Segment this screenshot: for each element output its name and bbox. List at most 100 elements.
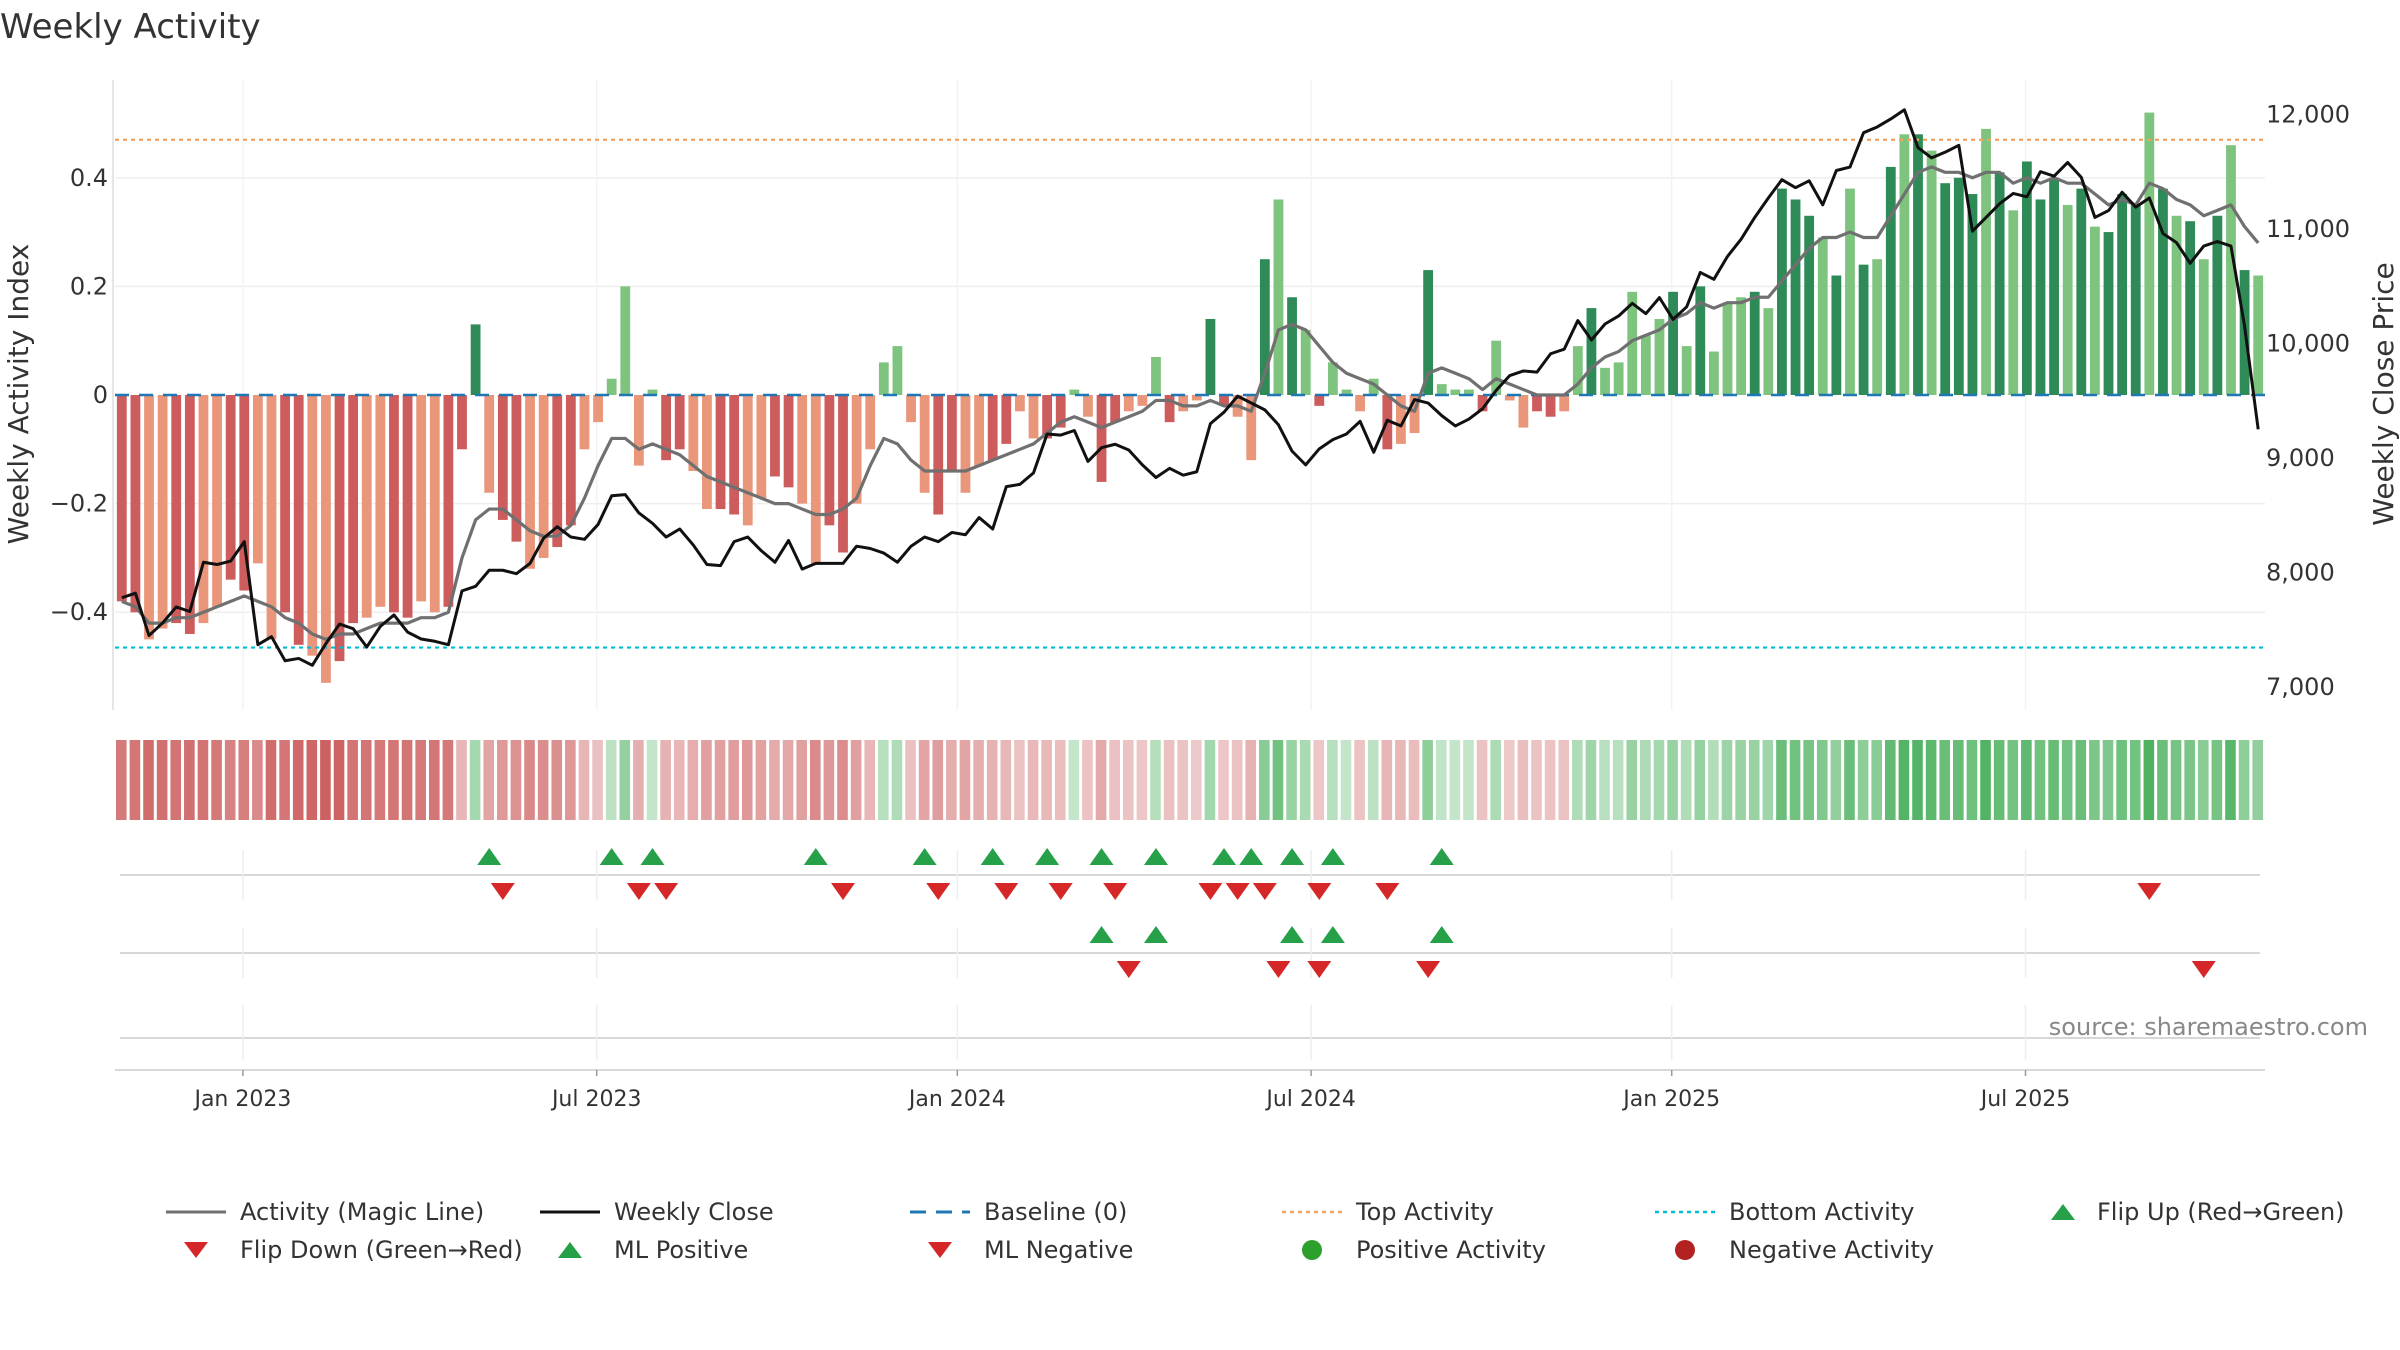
legend-item-ml-positive: ML Positive <box>540 1236 748 1264</box>
heat-cell <box>1095 740 1107 820</box>
heat-cell <box>646 740 658 820</box>
activity-bar <box>1668 291 1678 395</box>
activity-bar <box>157 395 168 629</box>
legend-item-negative-activity: Negative Activity <box>1655 1236 1934 1264</box>
activity-bar <box>1872 259 1883 395</box>
gray-line-icon <box>166 1210 226 1214</box>
blue-dash-icon <box>910 1210 970 1214</box>
legend-label: ML Positive <box>614 1236 749 1264</box>
activity-bar <box>1953 177 1964 395</box>
activity-bar <box>144 395 154 640</box>
signal-down-marker <box>1103 883 1128 900</box>
activity-bar <box>198 395 209 624</box>
chart-title: Weekly Activity <box>0 7 261 47</box>
heat-cell <box>1367 740 1379 820</box>
activity-bar <box>1559 395 1570 412</box>
y2-tick-label: 7,000 <box>2266 673 2335 701</box>
heat-cell <box>524 740 535 820</box>
signal-up-marker <box>1280 926 1305 943</box>
heat-cell <box>2143 740 2155 820</box>
heat-cell <box>265 740 277 820</box>
heat-cell <box>1667 740 1678 820</box>
heat-cell <box>1122 740 1134 820</box>
heat-cell <box>823 740 835 820</box>
heat-cell <box>2129 740 2141 820</box>
heat-cell <box>2211 740 2223 820</box>
heat-cell <box>1313 740 1325 820</box>
heat-cell <box>497 740 508 820</box>
cyan-dotted-icon <box>1655 1210 1715 1214</box>
activity-bar <box>2008 210 2019 395</box>
green-triangle-up-icon <box>2051 1204 2075 1220</box>
signal-up-marker <box>599 848 624 865</box>
activity-bar <box>1368 378 1379 395</box>
heat-cell <box>701 740 712 820</box>
signal-up-marker <box>1320 926 1345 943</box>
heat-cell <box>891 740 903 820</box>
y2-tick-label: 12,000 <box>2266 100 2350 128</box>
heat-cell <box>1014 740 1025 820</box>
activity-bar <box>484 395 495 493</box>
y2-tick-label: 9,000 <box>2266 444 2335 472</box>
activity-bar <box>1341 389 1352 395</box>
heat-cell <box>1762 740 1774 820</box>
activity-bar <box>212 395 222 607</box>
activity-bar <box>389 395 399 613</box>
activity-bar <box>1613 362 1624 395</box>
activity-bar <box>1287 297 1297 395</box>
heat-cell <box>456 740 467 820</box>
y2-tick-label: 11,000 <box>2266 215 2350 243</box>
heat-cell <box>755 740 767 820</box>
heat-cell <box>741 740 753 820</box>
heat-cell <box>1259 740 1270 820</box>
heat-cell <box>565 740 576 820</box>
activity-bar <box>1640 335 1651 395</box>
black-line-icon <box>540 1210 600 1214</box>
activity-bar <box>797 395 808 504</box>
heat-cell <box>878 740 889 820</box>
activity-bar <box>565 395 576 526</box>
x-tick-label: Jul 2023 <box>550 1087 642 1112</box>
activity-bar <box>2144 112 2155 395</box>
activity-bar <box>1123 395 1134 412</box>
x-tick-label: Jan 2023 <box>192 1087 291 1112</box>
signal-down-marker <box>2191 961 2216 978</box>
signal-up-marker <box>1239 848 1264 865</box>
activity-bar <box>2049 177 2059 395</box>
heat-cell <box>946 740 957 820</box>
activity-bar <box>1396 395 1406 444</box>
legend-label: Negative Activity <box>1729 1236 1935 1264</box>
activity-bar <box>1491 340 1502 395</box>
green-dot-icon <box>1302 1240 1322 1260</box>
activity-bar <box>348 395 359 624</box>
heat-cell <box>1204 740 1216 820</box>
activity-bar <box>1110 395 1121 423</box>
heat-cell <box>918 740 930 820</box>
heat-cell <box>592 740 603 820</box>
heat-cell <box>1327 740 1338 820</box>
heat-cell <box>1830 740 1842 820</box>
signal-down-marker <box>1048 883 1073 900</box>
orange-dotted-icon <box>1282 1210 1342 1214</box>
activity-bar <box>1015 395 1025 412</box>
source-label: source: sharemaestro.com <box>2049 1013 2368 1041</box>
signal-down-marker <box>1225 883 1250 900</box>
heat-cell <box>1939 740 1951 820</box>
activity-bar <box>2185 221 2196 395</box>
legend-label: ML Negative <box>984 1236 1134 1264</box>
heat-cell <box>1136 740 1148 820</box>
heat-cell <box>1150 740 1161 820</box>
signal-down-marker <box>654 883 679 900</box>
heat-cell <box>129 740 141 820</box>
activity-bar <box>497 395 508 520</box>
heat-cell <box>1776 740 1787 820</box>
signal-up-marker <box>1429 926 1454 943</box>
ml-signal-panel <box>120 926 2260 978</box>
activity-bar <box>1831 275 1842 395</box>
heat-cell <box>1381 740 1393 820</box>
heat-cell <box>2021 740 2032 820</box>
heat-cell <box>483 740 495 820</box>
activity-bar <box>1994 172 2005 395</box>
activity-bar <box>946 395 957 472</box>
activity-bar <box>1885 166 1896 395</box>
